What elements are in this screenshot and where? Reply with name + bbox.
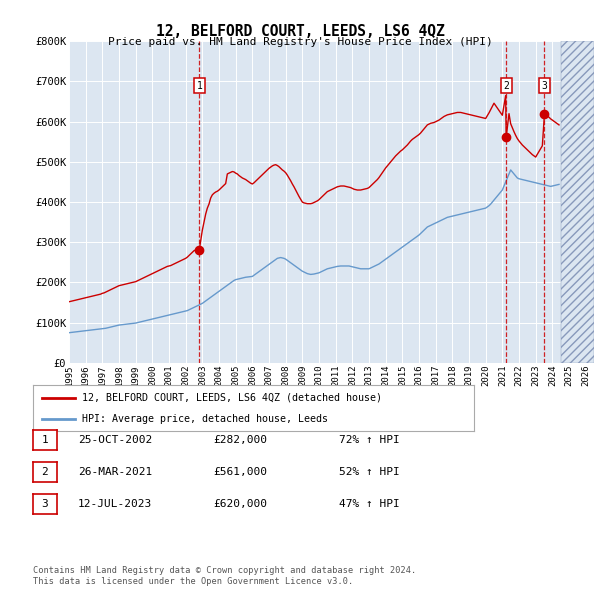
Text: 72% ↑ HPI: 72% ↑ HPI [339, 435, 400, 444]
Bar [560, 41, 594, 363]
Text: 12, BELFORD COURT, LEEDS, LS6 4QZ: 12, BELFORD COURT, LEEDS, LS6 4QZ [155, 24, 445, 38]
Text: HPI: Average price, detached house, Leeds: HPI: Average price, detached house, Leed… [82, 414, 328, 424]
Text: Contains HM Land Registry data © Crown copyright and database right 2024.: Contains HM Land Registry data © Crown c… [33, 566, 416, 575]
Text: 1: 1 [41, 435, 49, 444]
Text: 12, BELFORD COURT, LEEDS, LS6 4QZ (detached house): 12, BELFORD COURT, LEEDS, LS6 4QZ (detac… [82, 392, 382, 402]
Text: 52% ↑ HPI: 52% ↑ HPI [339, 467, 400, 477]
Text: £282,000: £282,000 [213, 435, 267, 444]
Text: This data is licensed under the Open Government Licence v3.0.: This data is licensed under the Open Gov… [33, 577, 353, 586]
Text: 2: 2 [503, 80, 509, 90]
Text: 26-MAR-2021: 26-MAR-2021 [78, 467, 152, 477]
Text: £561,000: £561,000 [213, 467, 267, 477]
Text: 2: 2 [41, 467, 49, 477]
Text: 3: 3 [41, 500, 49, 509]
Bar [560, 41, 594, 363]
Text: 3: 3 [542, 80, 547, 90]
Text: 25-OCT-2002: 25-OCT-2002 [78, 435, 152, 444]
Text: 47% ↑ HPI: 47% ↑ HPI [339, 500, 400, 509]
Text: £620,000: £620,000 [213, 500, 267, 509]
Text: 12-JUL-2023: 12-JUL-2023 [78, 500, 152, 509]
Text: 1: 1 [196, 80, 202, 90]
Text: Price paid vs. HM Land Registry's House Price Index (HPI): Price paid vs. HM Land Registry's House … [107, 37, 493, 47]
